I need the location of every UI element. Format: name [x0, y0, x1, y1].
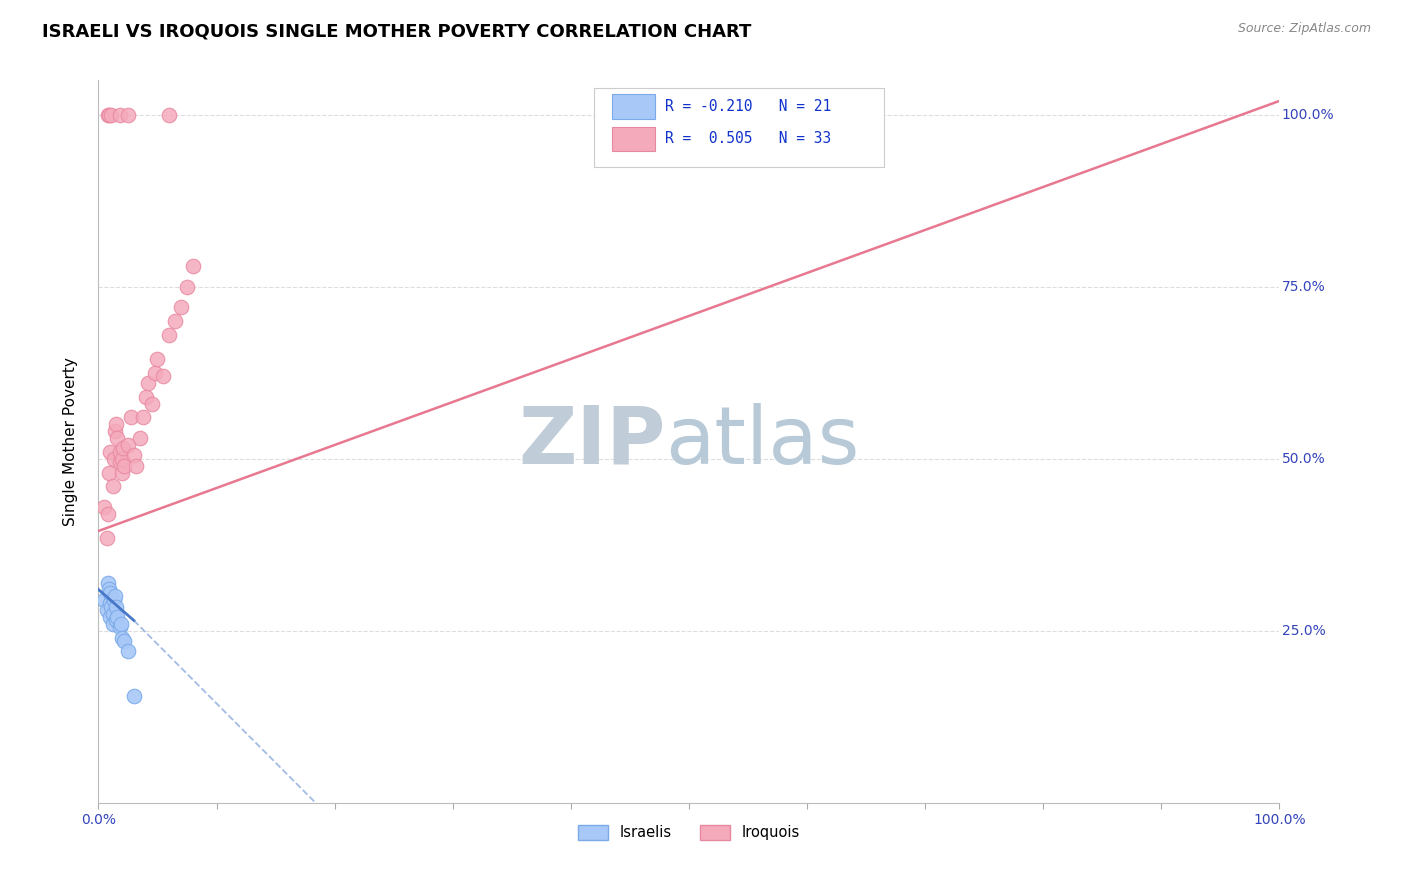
Point: [143, 366, 166, 380]
Point: [121, 410, 143, 425]
Point: [122, 689, 145, 703]
Point: [111, 466, 134, 480]
Point: [96, 531, 118, 545]
Text: R =  0.505   N = 33: R = 0.505 N = 33: [665, 131, 831, 146]
Point: [98, 466, 121, 480]
Point: [100, 108, 122, 122]
Point: [103, 592, 125, 607]
Point: [98, 610, 121, 624]
Point: [93, 500, 115, 514]
Point: [181, 259, 204, 273]
Point: [176, 279, 198, 293]
Point: [98, 586, 121, 600]
Point: [108, 620, 131, 634]
Point: [98, 108, 121, 122]
Point: [111, 631, 134, 645]
Point: [111, 451, 134, 466]
Point: [98, 582, 121, 597]
Point: [104, 424, 127, 438]
Text: Source: ZipAtlas.com: Source: ZipAtlas.com: [1237, 22, 1371, 36]
Point: [103, 451, 125, 466]
Point: [108, 445, 131, 459]
Point: [112, 458, 135, 473]
Point: [104, 590, 127, 604]
Point: [98, 445, 121, 459]
Point: [93, 592, 115, 607]
Point: [97, 575, 120, 590]
Point: [125, 458, 148, 473]
Point: [117, 108, 139, 122]
FancyBboxPatch shape: [612, 94, 655, 119]
Point: [105, 599, 128, 614]
Point: [146, 351, 169, 366]
Point: [112, 442, 135, 456]
Point: [117, 438, 139, 452]
Text: R = -0.210   N = 21: R = -0.210 N = 21: [665, 99, 831, 114]
Point: [122, 448, 145, 462]
Text: 50.0%: 50.0%: [1282, 451, 1326, 466]
Point: [165, 314, 187, 328]
Point: [141, 397, 163, 411]
Point: [105, 610, 128, 624]
Legend: Israelis, Iroquois: Israelis, Iroquois: [572, 819, 806, 847]
Text: 100.0%: 100.0%: [1282, 108, 1334, 121]
Point: [96, 603, 118, 617]
Point: [105, 614, 128, 628]
Point: [101, 616, 124, 631]
Point: [117, 644, 139, 658]
FancyBboxPatch shape: [595, 87, 884, 167]
Point: [132, 410, 155, 425]
Point: [157, 108, 180, 122]
Point: [97, 507, 120, 521]
Point: [170, 301, 193, 315]
Point: [152, 369, 174, 384]
Text: atlas: atlas: [665, 402, 859, 481]
Point: [100, 599, 122, 614]
Point: [112, 634, 135, 648]
Y-axis label: Single Mother Poverty: Single Mother Poverty: [63, 357, 77, 526]
FancyBboxPatch shape: [612, 127, 655, 151]
Text: 25.0%: 25.0%: [1282, 624, 1326, 638]
Text: ZIP: ZIP: [517, 402, 665, 481]
Text: 75.0%: 75.0%: [1282, 280, 1326, 293]
Point: [128, 431, 150, 445]
Point: [101, 607, 124, 621]
Point: [108, 455, 131, 469]
Text: ISRAELI VS IROQUOIS SINGLE MOTHER POVERTY CORRELATION CHART: ISRAELI VS IROQUOIS SINGLE MOTHER POVERT…: [42, 22, 752, 40]
Point: [110, 616, 132, 631]
Point: [135, 390, 157, 404]
Point: [157, 327, 180, 342]
Point: [105, 417, 128, 432]
Point: [108, 108, 131, 122]
Point: [97, 108, 120, 122]
Point: [136, 376, 159, 390]
Point: [105, 431, 128, 445]
Point: [101, 479, 124, 493]
Point: [98, 596, 121, 610]
